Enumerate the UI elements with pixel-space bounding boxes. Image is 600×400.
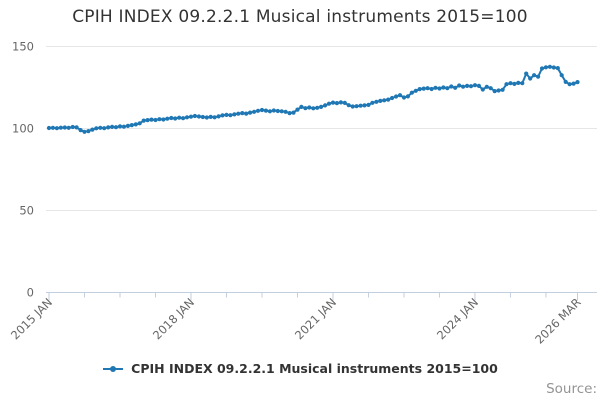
svg-text:2026 MAR: 2026 MAR (532, 295, 583, 346)
x-axis-labels: 2015 JAN 2018 JAN 2021 JAN 2024 JAN 2026 MAR (8, 295, 584, 346)
y-gridlines (46, 46, 597, 211)
svg-text:0: 0 (27, 286, 34, 300)
legend-label: CPIH INDEX 09.2.2.1 Musical instruments … (131, 361, 498, 376)
y-axis-labels: 0 50 100 150 (12, 40, 34, 300)
legend-item[interactable]: CPIH INDEX 09.2.2.1 Musical instruments … (0, 361, 600, 376)
svg-text:2024 JAN: 2024 JAN (434, 295, 481, 342)
legend-line-marker-icon (103, 365, 124, 372)
svg-text:150: 150 (12, 40, 34, 54)
svg-text:100: 100 (12, 122, 34, 136)
svg-text:50: 50 (19, 204, 34, 218)
source-label: Source: (546, 381, 597, 397)
x-axis-ticks (48, 292, 578, 301)
svg-text:2015 JAN: 2015 JAN (8, 295, 55, 342)
series-cpih-line[interactable] (46, 64, 580, 134)
svg-text:2018 JAN: 2018 JAN (150, 295, 197, 342)
svg-text:2021 JAN: 2021 JAN (292, 295, 339, 342)
chart-title: CPIH INDEX 09.2.2.1 Musical instruments … (72, 7, 528, 27)
